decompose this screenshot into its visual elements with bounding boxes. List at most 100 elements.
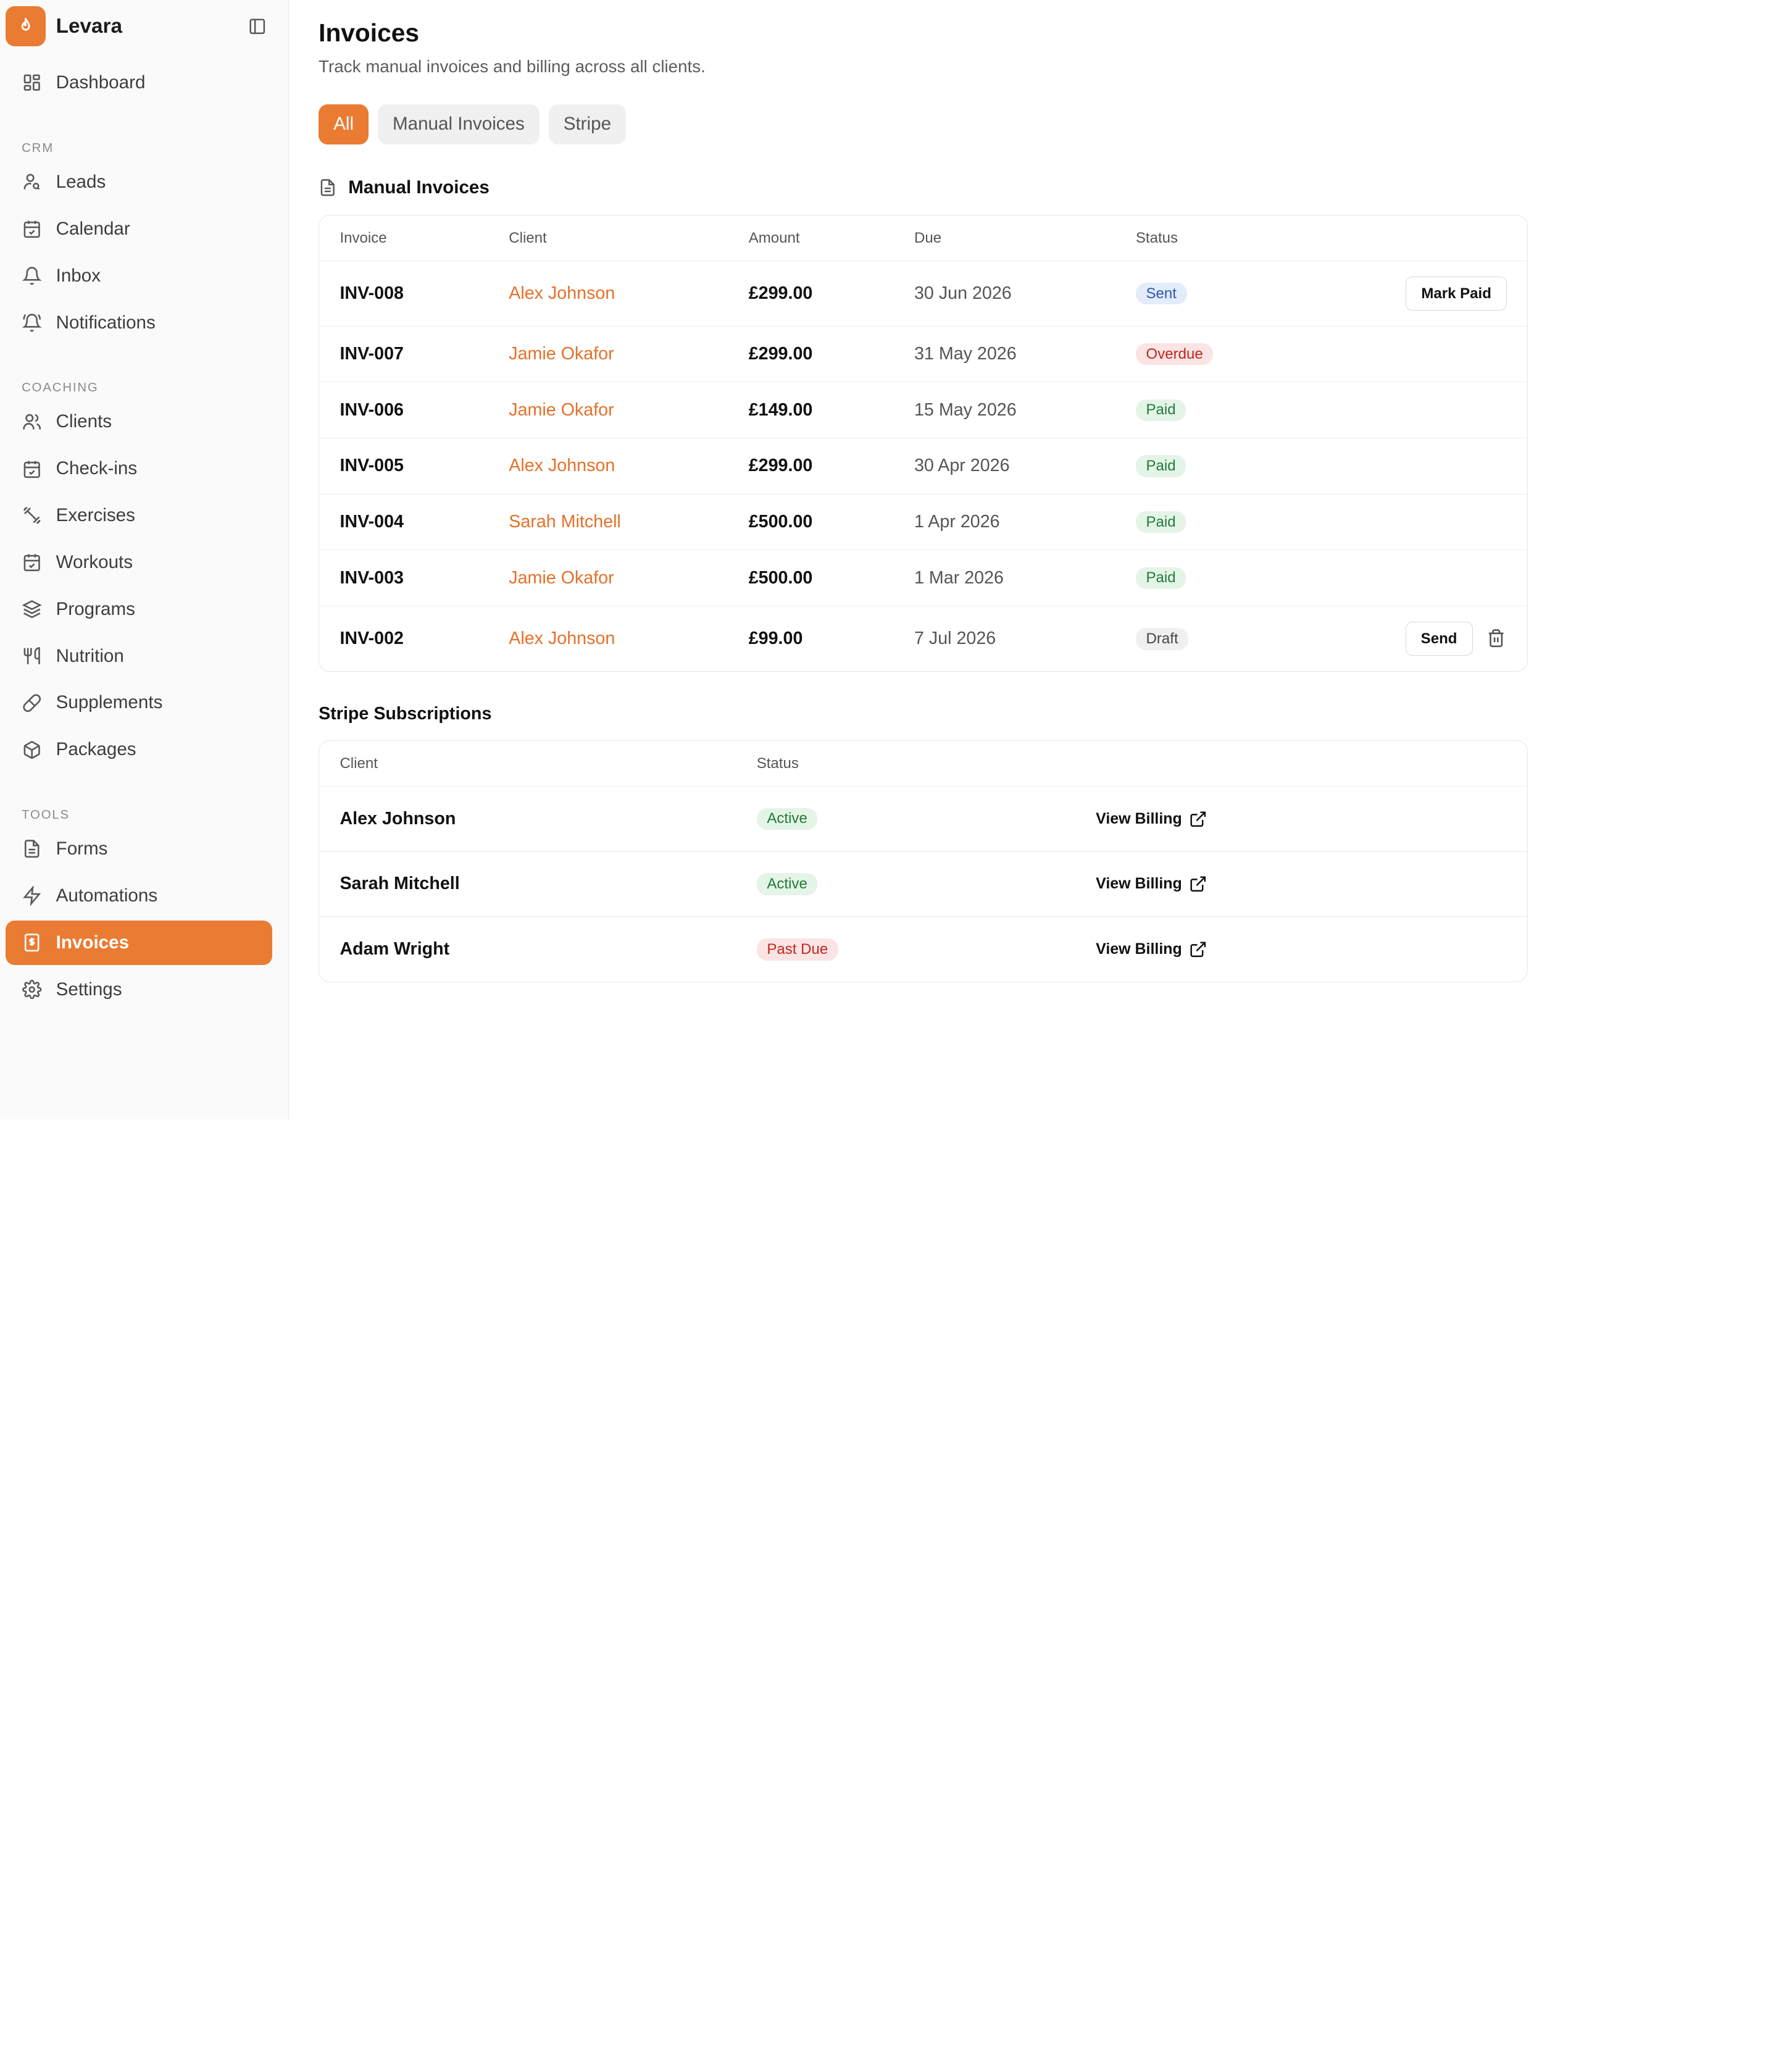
client-link[interactable]: Jamie Okafor [509, 399, 614, 420]
sidebar-item-label: Clients [56, 411, 112, 432]
sidebar-item-workouts[interactable]: Workouts [6, 540, 272, 585]
sidebar-item-calendar[interactable]: Calendar [6, 207, 272, 251]
invoice-number: INV-004 [340, 511, 404, 532]
column-header-client: Client [340, 754, 378, 772]
status-badge: Overdue [1135, 343, 1214, 366]
table-header: Client Status [319, 741, 1528, 787]
tab-all[interactable]: All [319, 104, 369, 144]
sidebar-item-programs[interactable]: Programs [6, 587, 272, 632]
sidebar-item-label: Check-ins [56, 458, 138, 479]
view-billing-link[interactable]: View Billing [1096, 875, 1527, 893]
table-row: Sarah Mitchell Active View Billing [319, 852, 1528, 917]
sidebar-item-inbox[interactable]: Inbox [6, 254, 272, 298]
brand: Levara [0, 6, 288, 47]
invoice-due-date: 31 May 2026 [914, 344, 1017, 364]
status-badge: Active [756, 873, 818, 895]
table-row: INV-008 Alex Johnson £299.00 30 Jun 2026… [319, 261, 1528, 327]
status-badge: Past Due [756, 938, 838, 961]
dumbbell-icon [22, 505, 42, 525]
sidebar-item-label: Invoices [56, 932, 130, 953]
section-label-coaching: COACHING [22, 380, 99, 395]
dashboard-icon [22, 72, 42, 93]
sidebar-item-label: Packages [56, 739, 136, 760]
sidebar-item-label: Forms [56, 838, 108, 859]
status-cell: Active [756, 808, 1096, 830]
sidebar-item-check-ins[interactable]: Check-ins [6, 446, 272, 491]
sidebar-item-label: Nutrition [56, 645, 124, 666]
tab-stripe[interactable]: Stripe [548, 104, 627, 144]
sidebar-item-dashboard[interactable]: Dashboard [6, 61, 272, 105]
sidebar-item-nutrition[interactable]: Nutrition [6, 634, 272, 679]
sidebar-item-label: Automations [56, 885, 158, 906]
sidebar: Levara Dashboard CRM Leads Calendar Inbo… [0, 0, 290, 1119]
sidebar-toggle-icon[interactable] [247, 16, 267, 36]
view-billing-link[interactable]: View Billing [1096, 810, 1527, 829]
tab-manual-invoices[interactable]: Manual Invoices [377, 104, 540, 144]
sidebar-item-leads[interactable]: Leads [6, 160, 272, 204]
table-header: Invoice Client Amount Due Status [319, 215, 1528, 262]
column-header-due: Due [914, 229, 942, 246]
sidebar-item-supplements[interactable]: Supplements [6, 680, 272, 725]
flame-icon[interactable] [6, 6, 46, 46]
invoice-number: INV-003 [340, 567, 404, 588]
view-billing-label: View Billing [1096, 875, 1182, 893]
bell-ring-icon [22, 312, 42, 333]
subscription-client: Alex Johnson [340, 808, 456, 829]
client-link[interactable]: Sarah Mitchell [509, 511, 621, 532]
subscription-client: Sarah Mitchell [340, 874, 460, 894]
mark-paid-button[interactable]: Mark Paid [1406, 276, 1507, 311]
manual-invoices-table: Invoice Client Amount Due Status INV-008… [319, 215, 1528, 672]
page-subtitle: Track manual invoices and billing across… [319, 57, 706, 77]
user-search-icon [22, 172, 42, 192]
table-row: INV-003 Jamie Okafor £500.00 1 Mar 2026 … [319, 550, 1528, 606]
external-link-icon [1189, 940, 1207, 959]
invoice-number: INV-007 [340, 344, 404, 364]
sidebar-item-invoices[interactable]: Invoices [6, 920, 273, 965]
table-row: INV-002 Alex Johnson £99.00 7 Jul 2026 D… [319, 606, 1527, 671]
table-row: INV-006 Jamie Okafor £149.00 15 May 2026… [319, 382, 1528, 439]
invoice-due-date: 7 Jul 2026 [914, 629, 996, 649]
column-header-amount: Amount [748, 229, 800, 246]
send-button[interactable]: Send [1405, 621, 1473, 656]
sidebar-item-label: Notifications [56, 312, 156, 333]
sidebar-item-label: Exercises [56, 505, 135, 526]
status-badge: Paid [1135, 455, 1186, 477]
sidebar-item-clients[interactable]: Clients [6, 399, 272, 444]
sidebar-item-automations[interactable]: Automations [6, 874, 272, 918]
invoice-due-date: 30 Jun 2026 [914, 283, 1012, 304]
client-link[interactable]: Jamie Okafor [509, 567, 614, 588]
status-badge: Paid [1135, 511, 1186, 533]
sidebar-item-settings[interactable]: Settings [6, 967, 272, 1012]
sidebar-item-packages[interactable]: Packages [6, 727, 272, 772]
status-badge: Paid [1135, 399, 1186, 422]
client-link[interactable]: Alex Johnson [509, 629, 615, 649]
invoice-amount: £149.00 [748, 399, 813, 420]
view-billing-link[interactable]: View Billing [1096, 940, 1527, 959]
brand-name: Levara [56, 14, 123, 38]
status-cell: Paid [1135, 399, 1364, 422]
status-cell: Sent [1135, 283, 1364, 305]
table-row: INV-005 Alex Johnson £299.00 30 Apr 2026… [319, 438, 1528, 495]
sidebar-item-forms[interactable]: Forms [6, 827, 272, 871]
invoice-amount: £99.00 [748, 629, 803, 649]
row-actions: Send [1364, 621, 1527, 656]
client-link[interactable]: Jamie Okafor [509, 344, 614, 364]
users-icon [22, 412, 42, 432]
sidebar-item-label: Settings [56, 979, 122, 1000]
client-link[interactable]: Alex Johnson [509, 456, 615, 476]
utensils-icon [22, 646, 42, 666]
column-header-invoice: Invoice [340, 229, 387, 246]
column-header-status: Status [756, 754, 799, 772]
invoice-amount: £500.00 [748, 567, 813, 588]
client-link[interactable]: Alex Johnson [509, 283, 615, 304]
invoice-number: INV-006 [340, 399, 404, 420]
trash-icon[interactable] [1486, 629, 1507, 649]
sidebar-item-label: Leads [56, 172, 106, 193]
invoice-due-date: 1 Apr 2026 [914, 511, 1000, 532]
row-actions: Mark Paid [1364, 276, 1527, 311]
main-content: Invoices Track manual invoices and billi… [289, 0, 1784, 1119]
sidebar-item-exercises[interactable]: Exercises [6, 493, 272, 538]
sidebar-item-notifications[interactable]: Notifications [6, 300, 272, 345]
column-header-client: Client [509, 229, 547, 246]
calendar-icon [22, 552, 42, 572]
